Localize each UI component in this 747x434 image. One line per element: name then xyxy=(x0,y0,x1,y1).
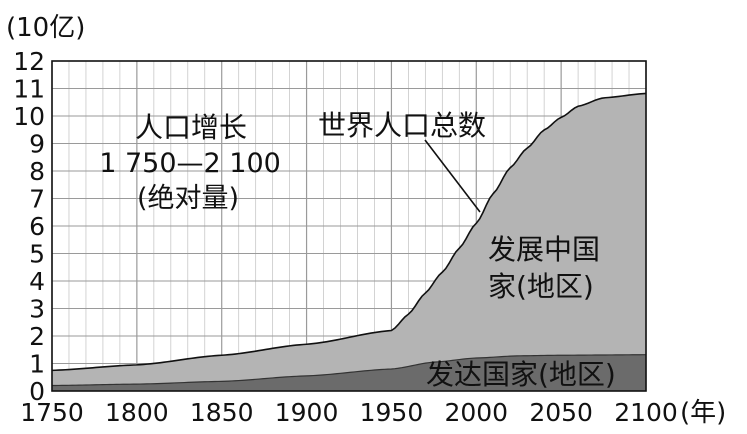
x-tick-label: 2100 xyxy=(614,398,678,427)
plot-border xyxy=(51,60,647,392)
area-developing xyxy=(52,93,646,386)
y-tick-label: 0 xyxy=(29,377,45,406)
y-tick-label: 6 xyxy=(29,212,45,241)
developed-boundary-line xyxy=(51,354,647,387)
x-axis-label: (年) xyxy=(680,398,726,428)
y-tick-label: 7 xyxy=(29,185,45,214)
chart-title-line-3: (绝对量) xyxy=(137,183,239,214)
developing-label-line-2: 家(地区) xyxy=(488,270,594,303)
y-tick-label: 3 xyxy=(29,295,45,324)
plot-frame xyxy=(51,60,647,392)
y-tick-label: 12 xyxy=(13,47,45,76)
x-tick-label: 2050 xyxy=(529,398,593,427)
y-tick-label: 8 xyxy=(29,157,45,186)
x-tick-label: 1900 xyxy=(275,398,339,427)
y-tick-label: 11 xyxy=(13,75,45,104)
y-tick-label: 2 xyxy=(29,322,45,351)
total-population-label: 世界人口总数 xyxy=(318,109,486,142)
y-tick-label: 10 xyxy=(13,102,45,131)
x-tick-label: 2000 xyxy=(444,398,508,427)
y-tick-label: 9 xyxy=(29,130,45,159)
y-tick-label: 5 xyxy=(29,240,45,269)
developing-label-line-1: 发展中国 xyxy=(488,233,600,266)
chart-title-line-2: 1 750—2 100 xyxy=(99,148,281,179)
chart-title-line-1: 人口增长 xyxy=(135,111,247,144)
developed-label: 发达国家(地区) xyxy=(426,358,616,391)
x-tick-label: 1750 xyxy=(20,398,84,427)
x-tick-labels: 1750 1800 1850 1900 1950 2000 2050 2100 xyxy=(20,398,678,427)
total-population-leader-line xyxy=(424,139,481,213)
x-tick-label: 1850 xyxy=(190,398,254,427)
y-axis-label: (10亿) xyxy=(6,13,85,43)
x-tick-label: 1950 xyxy=(360,398,424,427)
total-population-line xyxy=(51,92,647,372)
y-tick-label: 1 xyxy=(29,350,45,379)
y-tick-label: 4 xyxy=(29,267,45,296)
area-series xyxy=(51,92,647,391)
x-tick-label: 1800 xyxy=(105,398,169,427)
